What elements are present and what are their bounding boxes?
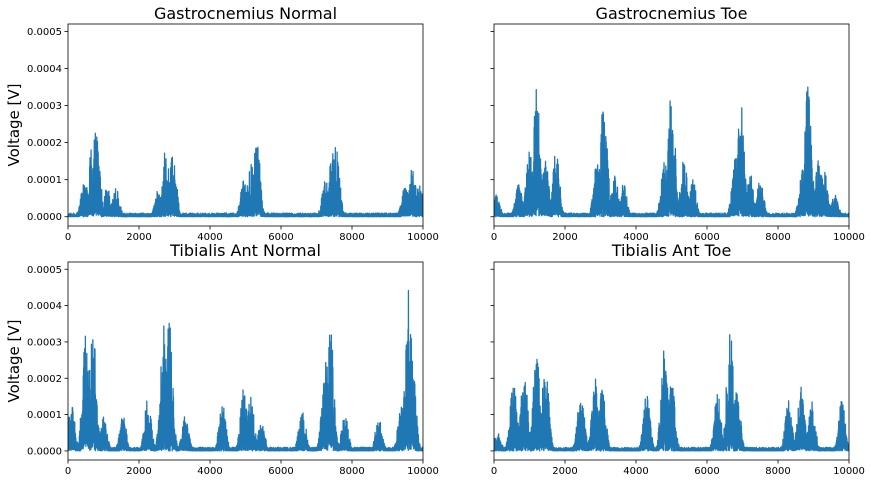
x-tick-label: 6000	[694, 466, 719, 477]
x-tick-label: 8000	[765, 232, 790, 243]
x-tick-label: 2000	[126, 232, 151, 243]
y-tick-label: 0.0004	[27, 64, 62, 75]
axes-frame	[493, 23, 850, 227]
x-tick-label: 6000	[268, 232, 293, 243]
voltage-trace	[68, 289, 423, 452]
x-tick-label: 4000	[623, 232, 648, 243]
y-tick-label: 0.0003	[27, 337, 62, 348]
x-tick-label: 10000	[407, 466, 439, 477]
voltage-trace	[68, 132, 423, 218]
x-tick-label: 8000	[765, 466, 790, 477]
y-tick-label: 0.0005	[27, 265, 62, 276]
x-tick-label: 2000	[552, 466, 577, 477]
x-ticks: 0 2000 4000 6000 8000 10000	[65, 460, 439, 477]
line-series	[68, 289, 423, 452]
voltage-trace	[494, 86, 849, 218]
x-tick-label: 0	[491, 466, 497, 477]
line-series	[494, 86, 849, 218]
y-tick-label: 0.0000	[27, 212, 62, 223]
y-tick-label: 0.0001	[27, 175, 62, 186]
x-tick-label: 4000	[623, 466, 648, 477]
line-series	[68, 132, 423, 218]
x-tick-label: 0	[65, 466, 71, 477]
panel-title: Tibialis Ant Toe	[611, 241, 732, 260]
y-tick-label: 0.0004	[27, 301, 62, 312]
x-ticks: 0 2000 4000 6000 8000 10000	[491, 226, 865, 243]
x-ticks: 0 2000 4000 6000 8000 10000	[491, 460, 865, 477]
y-tick-label: 0.0002	[27, 138, 62, 149]
axes-frame	[493, 261, 850, 461]
panel-gastrocnemius-normal: Gastrocnemius Normal Voltage [V] 0 2000 40…	[5, 4, 439, 243]
x-tick-label: 10000	[407, 232, 439, 243]
axes-frame	[67, 23, 424, 227]
panel-title: Gastrocnemius Normal	[154, 4, 337, 23]
x-tick-label: 4000	[197, 232, 222, 243]
y-tick-label: 0.0000	[27, 446, 62, 457]
x-ticks: 0 2000 4000 6000 8000 10000	[65, 226, 439, 243]
panel-title: Gastrocnemius Toe	[596, 4, 748, 23]
y-ticks: 0.0000 0.0001 0.0002 0.0003 0.0004 0.0005	[27, 27, 68, 223]
panel-title: Tibialis Ant Normal	[169, 241, 321, 260]
voltage-trace	[494, 334, 849, 452]
x-tick-label: 0	[65, 232, 71, 243]
y-ticks: 0.0000 0.0001 0.0002 0.0003 0.0004 0.0005	[27, 265, 68, 457]
x-tick-label: 0	[491, 232, 497, 243]
panel-tibialis-ant-normal: Tibialis Ant Normal Voltage [V] 0 2000 400…	[5, 241, 439, 477]
x-tick-label: 8000	[339, 232, 364, 243]
line-series	[494, 334, 849, 452]
x-tick-label: 2000	[552, 232, 577, 243]
y-tick-label: 0.0002	[27, 374, 62, 385]
x-tick-label: 6000	[268, 466, 293, 477]
x-tick-label: 8000	[339, 466, 364, 477]
x-tick-label: 10000	[833, 466, 865, 477]
x-tick-label: 6000	[694, 232, 719, 243]
y-tick-label: 0.0003	[27, 101, 62, 112]
y-tick-label: 0.0001	[27, 410, 62, 421]
x-tick-label: 2000	[126, 466, 151, 477]
axes-frame	[67, 261, 424, 461]
y-ticks	[490, 31, 494, 218]
panel-gastrocnemius-toe: Gastrocnemius Toe 0 2000 4000 6000 8000 10000	[490, 4, 865, 243]
y-axis-label: Voltage [V]	[5, 320, 23, 403]
y-tick-label: 0.0005	[27, 27, 62, 38]
y-ticks	[490, 268, 494, 452]
x-tick-label: 10000	[833, 232, 865, 243]
y-axis-label: Voltage [V]	[5, 84, 23, 167]
x-tick-label: 4000	[197, 466, 222, 477]
panel-tibialis-ant-toe: Tibialis Ant Toe 0 2000 4000 6000 8000 10000	[490, 241, 865, 477]
